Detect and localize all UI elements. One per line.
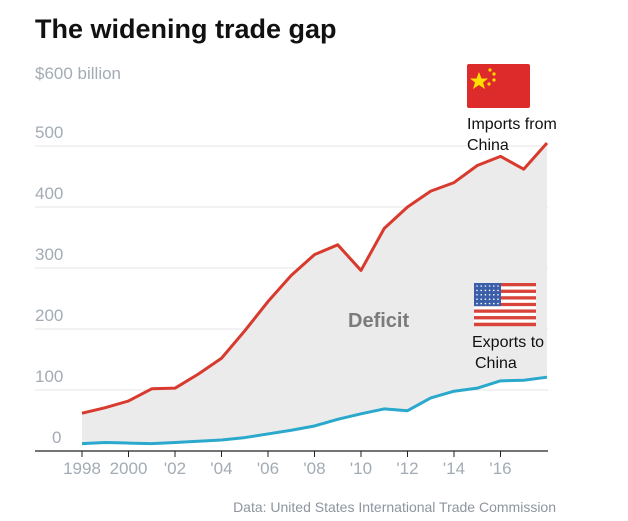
china-flag-icon bbox=[467, 64, 530, 108]
x-tick-label: '10 bbox=[350, 459, 372, 478]
x-tick-label: '04 bbox=[210, 459, 232, 478]
exports-label-1: Exports to bbox=[472, 334, 544, 351]
x-tick-label: '06 bbox=[257, 459, 279, 478]
x-tick-label: '12 bbox=[396, 459, 418, 478]
y-tick-label: 400 bbox=[35, 184, 63, 203]
source-note: Data: United States International Trade … bbox=[233, 499, 556, 515]
exports-label-2: China bbox=[475, 355, 517, 372]
x-tick-label: 2000 bbox=[110, 459, 148, 478]
us-flag-icon bbox=[474, 283, 536, 327]
y-tick-label: 500 bbox=[35, 123, 63, 142]
y-tick-label: 300 bbox=[35, 245, 63, 264]
y-top-label: $600 billion bbox=[35, 64, 121, 83]
x-tick-label: 1998 bbox=[63, 459, 101, 478]
y-tick-label: 0 bbox=[52, 428, 61, 447]
y-tick-label: 200 bbox=[35, 306, 63, 325]
imports-label-2: China bbox=[467, 137, 509, 154]
deficit-area bbox=[82, 142, 547, 444]
chart-title: The widening trade gap bbox=[35, 14, 337, 44]
deficit-label: Deficit bbox=[348, 310, 409, 332]
x-tick-label: '16 bbox=[489, 459, 511, 478]
x-tick-label: '08 bbox=[303, 459, 325, 478]
imports-label-1: Imports from bbox=[467, 116, 557, 133]
x-tick-label: '14 bbox=[443, 459, 465, 478]
x-tick-label: '02 bbox=[164, 459, 186, 478]
y-tick-label: 100 bbox=[35, 367, 63, 386]
